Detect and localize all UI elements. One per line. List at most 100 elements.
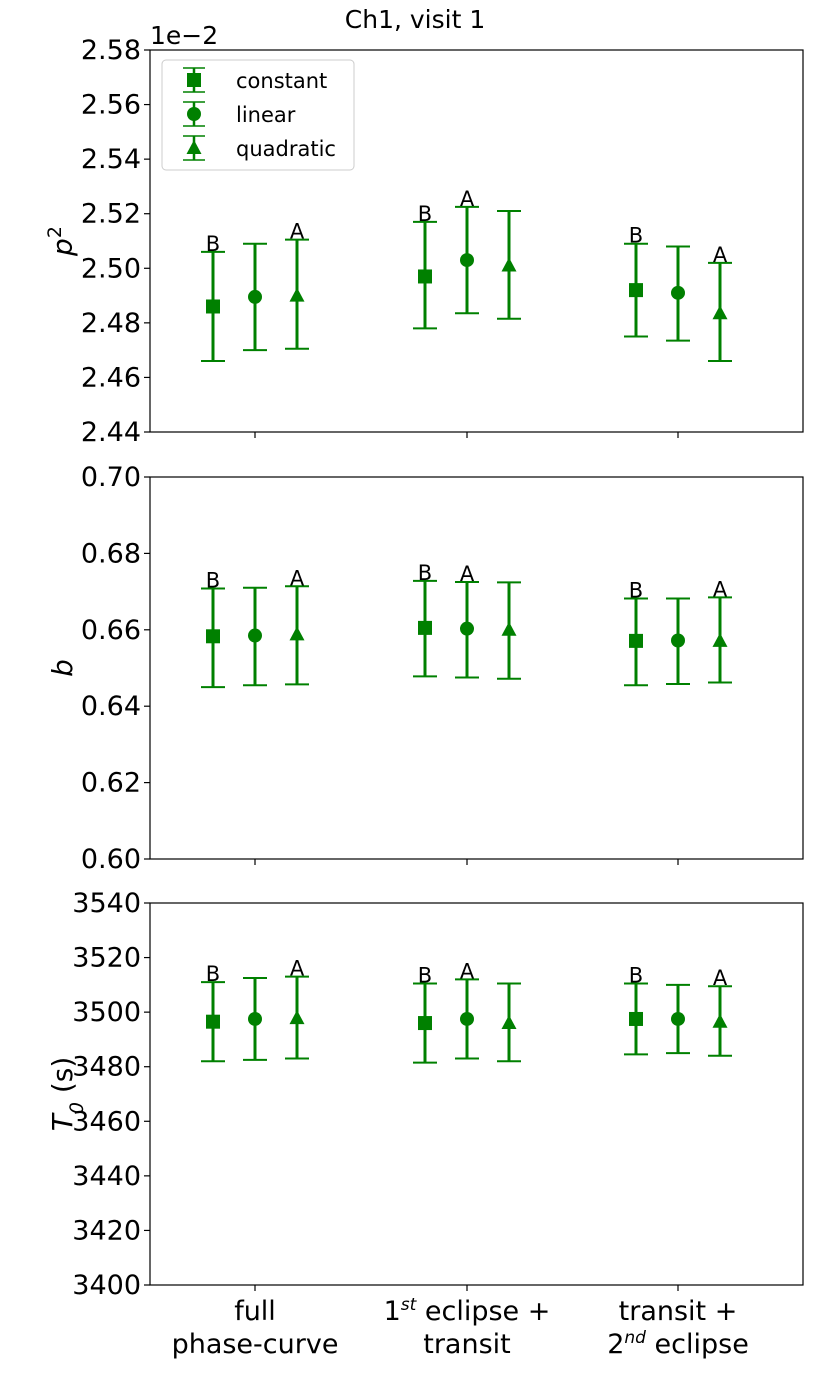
y-axis-label-sup: 2 [44, 226, 66, 238]
y-tick-label: 2.56 [81, 90, 141, 121]
y-tick-label: 3420 [72, 1215, 141, 1246]
legend: constant linear quadratic [161, 59, 355, 171]
data-point-constant: B [413, 963, 437, 1064]
category-label-sup: st [401, 1295, 418, 1315]
y-tick-label: 2.50 [81, 253, 141, 284]
data-point-linear [243, 586, 267, 687]
square-marker [629, 1011, 643, 1026]
triangle-marker [712, 305, 728, 320]
point-letter-label: B [206, 569, 220, 593]
data-point-linear [666, 245, 690, 342]
legend-square-marker [187, 73, 201, 87]
square-marker [629, 633, 643, 648]
circle-marker [671, 285, 685, 300]
y-axis-label-main: p [46, 238, 79, 257]
circle-marker [671, 1011, 685, 1026]
y-tick-label: 0.64 [81, 691, 141, 722]
y-tick-label: 2.46 [81, 362, 141, 393]
legend-box [161, 59, 355, 171]
point-letter-label: B [629, 963, 643, 987]
data-point-quadratic [497, 581, 521, 680]
data-point-constant: B [624, 963, 648, 1056]
category-label-line1: 1st eclipse + [384, 1295, 551, 1327]
data-point-constant: B [413, 561, 437, 678]
data-point-quadratic: A [708, 577, 732, 684]
point-letter-label: A [713, 966, 728, 990]
chart-title: Ch1, visit 1 [345, 5, 485, 34]
data-point-constant: B [624, 578, 648, 687]
data-point-linear: A [455, 562, 479, 679]
point-letter-label: B [418, 202, 432, 226]
point-letter-label: A [713, 577, 728, 601]
point-letter-label: A [460, 187, 475, 211]
data-point-linear: A [455, 959, 479, 1060]
y-tick-label: 3500 [72, 997, 141, 1028]
circle-marker [460, 253, 474, 268]
point-letter-label: B [206, 962, 220, 986]
circle-marker [248, 1011, 262, 1026]
point-letter-label: B [629, 224, 643, 248]
legend-label-constant: constant [236, 69, 327, 93]
panel-T0: 3400 3420 3440 3460 3480 3500 3520 3540 T0 (s) B B… [46, 888, 804, 1360]
square-marker [206, 299, 220, 314]
circle-marker [248, 289, 262, 304]
point-letter-label: A [460, 562, 475, 586]
legend-label-quadratic: quadratic [236, 137, 336, 161]
point-letter-label: B [206, 232, 220, 256]
y-tick-label: 3440 [72, 1161, 141, 1192]
category-label-part: 2 [607, 1329, 624, 1360]
data-point-linear [666, 983, 690, 1055]
data-point-quadratic: A [285, 220, 309, 350]
y-tick-label: 2.52 [81, 199, 141, 230]
y-tick-label: 3400 [72, 1270, 141, 1301]
data-point-quadratic: A [708, 243, 732, 363]
category-label-part: 1 [384, 1296, 401, 1327]
data-point-constant: B [413, 202, 437, 330]
category-label-line1: transit + [619, 1296, 738, 1327]
y-tick-label: 3460 [72, 1106, 141, 1137]
point-letter-label: B [418, 561, 432, 585]
circle-marker [460, 621, 474, 636]
legend-triangle-marker [186, 140, 202, 154]
square-marker [418, 1016, 432, 1031]
point-letter-label: A [713, 243, 728, 267]
point-letter-label: A [290, 566, 305, 590]
panel-b: 0.60 0.62 0.64 0.66 0.68 0.70 b B B B A A A [46, 462, 804, 875]
triangle-marker [289, 287, 305, 302]
point-letter-label: A [290, 220, 305, 244]
circle-marker [671, 633, 685, 648]
y-tick-label: 2.44 [81, 417, 141, 448]
y-tick-label: 0.70 [81, 462, 141, 493]
y-tick-label: 2.54 [81, 144, 141, 175]
data-point-constant: B [201, 232, 225, 363]
triangle-marker [712, 632, 728, 647]
point-letter-label: B [418, 963, 432, 987]
category-label-part: eclipse [646, 1329, 749, 1360]
offset-label: 1e−2 [150, 21, 218, 50]
y-axis-label: b [46, 659, 79, 677]
data-point-quadratic [497, 982, 521, 1063]
point-letter-label: A [460, 959, 475, 983]
triangle-marker [289, 626, 305, 641]
y-axis-label-sub: 0 [66, 1102, 88, 1114]
triangle-marker [501, 1015, 517, 1030]
point-letter-label: B [629, 578, 643, 602]
category-label-sup: nd [624, 1328, 646, 1348]
plot-frame [149, 476, 804, 860]
category-label-line2: phase-curve [172, 1329, 339, 1360]
y-axis-label-main: T [46, 1112, 79, 1131]
y-tick-label: 3520 [72, 943, 141, 974]
category-label-line1: full [234, 1296, 276, 1327]
point-letter-label: A [290, 957, 305, 981]
y-tick-label: 2.58 [81, 35, 141, 66]
y-tick-label: 0.60 [81, 844, 141, 875]
data-point-quadratic [497, 209, 521, 320]
data-point-linear: A [455, 187, 479, 315]
plot-frame [149, 49, 804, 433]
triangle-marker [501, 621, 517, 636]
plot-frame [149, 902, 804, 1286]
data-point-linear [243, 242, 267, 352]
triangle-marker [289, 1010, 305, 1025]
y-tick-label: 0.66 [81, 615, 141, 646]
